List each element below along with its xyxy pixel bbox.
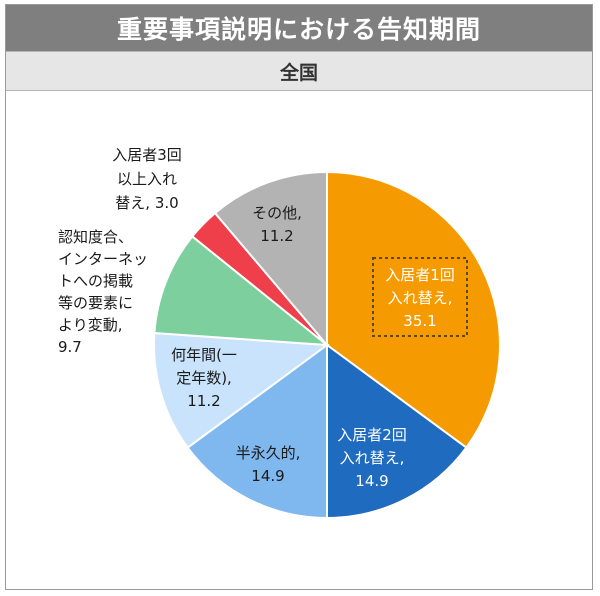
slice-label-4: 認知度合、インターネットへの掲載等の要素により変動, 9.7 [58, 228, 148, 356]
pie-slice-0 [326, 170, 501, 449]
pie-slice-6 [213, 170, 328, 348]
slice-label-line: トへの掲載 [58, 272, 133, 290]
slice-label-line: 定年数), [176, 369, 232, 387]
slice-label-line: 入れ替え, [388, 289, 453, 307]
slice-label-line: 替え, 3.0 [115, 194, 178, 212]
slice-label-line: 35.1 [403, 312, 436, 330]
slice-label-line: 何年間(一 [171, 346, 237, 364]
slice-label-line: 入居者1回 [385, 266, 455, 284]
slice-label-2: 半永久的, 14.9 [236, 444, 301, 485]
slice-label-0: 入居者1回入れ替え, 35.1 [385, 266, 455, 330]
slice-label-line: その他, [252, 204, 302, 222]
slice-label-line: 9.7 [58, 338, 82, 356]
chart-title: 重要事項説明における告知期間 [6, 5, 592, 51]
highlight-box [372, 257, 468, 337]
slice-label-6: その他, 11.2 [252, 204, 302, 245]
slice-label-5: 入居者3回以上入れ替え, 3.0 [112, 146, 182, 212]
slice-label-line: 半永久的, [236, 444, 301, 462]
pie-slice-1 [326, 343, 468, 520]
chart-subtitle: 全国 [6, 51, 592, 91]
slice-label-1: 入居者2回入れ替え, 14.9 [337, 426, 407, 490]
slice-label-line: 14.9 [355, 472, 388, 490]
slice-label-line: 11.2 [260, 227, 293, 245]
pie-slice-2 [186, 343, 328, 520]
slice-label-line: 14.9 [251, 467, 284, 485]
pie-slice-4 [153, 235, 331, 347]
slice-label-line: インターネッ [58, 250, 148, 268]
slice-label-line: 入居者2回 [337, 426, 407, 444]
slice-label-line: 入れ替え, [340, 449, 405, 467]
pie-slice-3 [153, 331, 330, 449]
slice-label-line: 認知度合、 [58, 228, 133, 246]
slice-label-line: より変動, [58, 316, 122, 334]
slice-label-line: 以上入れ [117, 170, 177, 188]
slice-label-line: 等の要素に [58, 294, 133, 312]
slice-label-line: 入居者3回 [112, 146, 182, 164]
slice-label-3: 何年間(一定年数), 11.2 [171, 346, 237, 410]
slice-label-line: 11.2 [187, 392, 220, 410]
